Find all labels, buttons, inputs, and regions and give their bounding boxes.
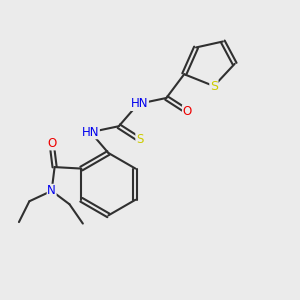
Text: O: O bbox=[47, 137, 56, 150]
Text: HN: HN bbox=[131, 98, 148, 110]
Text: N: N bbox=[47, 184, 56, 197]
Text: O: O bbox=[182, 105, 192, 118]
Text: HN: HN bbox=[82, 126, 99, 139]
Text: S: S bbox=[210, 80, 218, 93]
Text: S: S bbox=[136, 133, 143, 146]
